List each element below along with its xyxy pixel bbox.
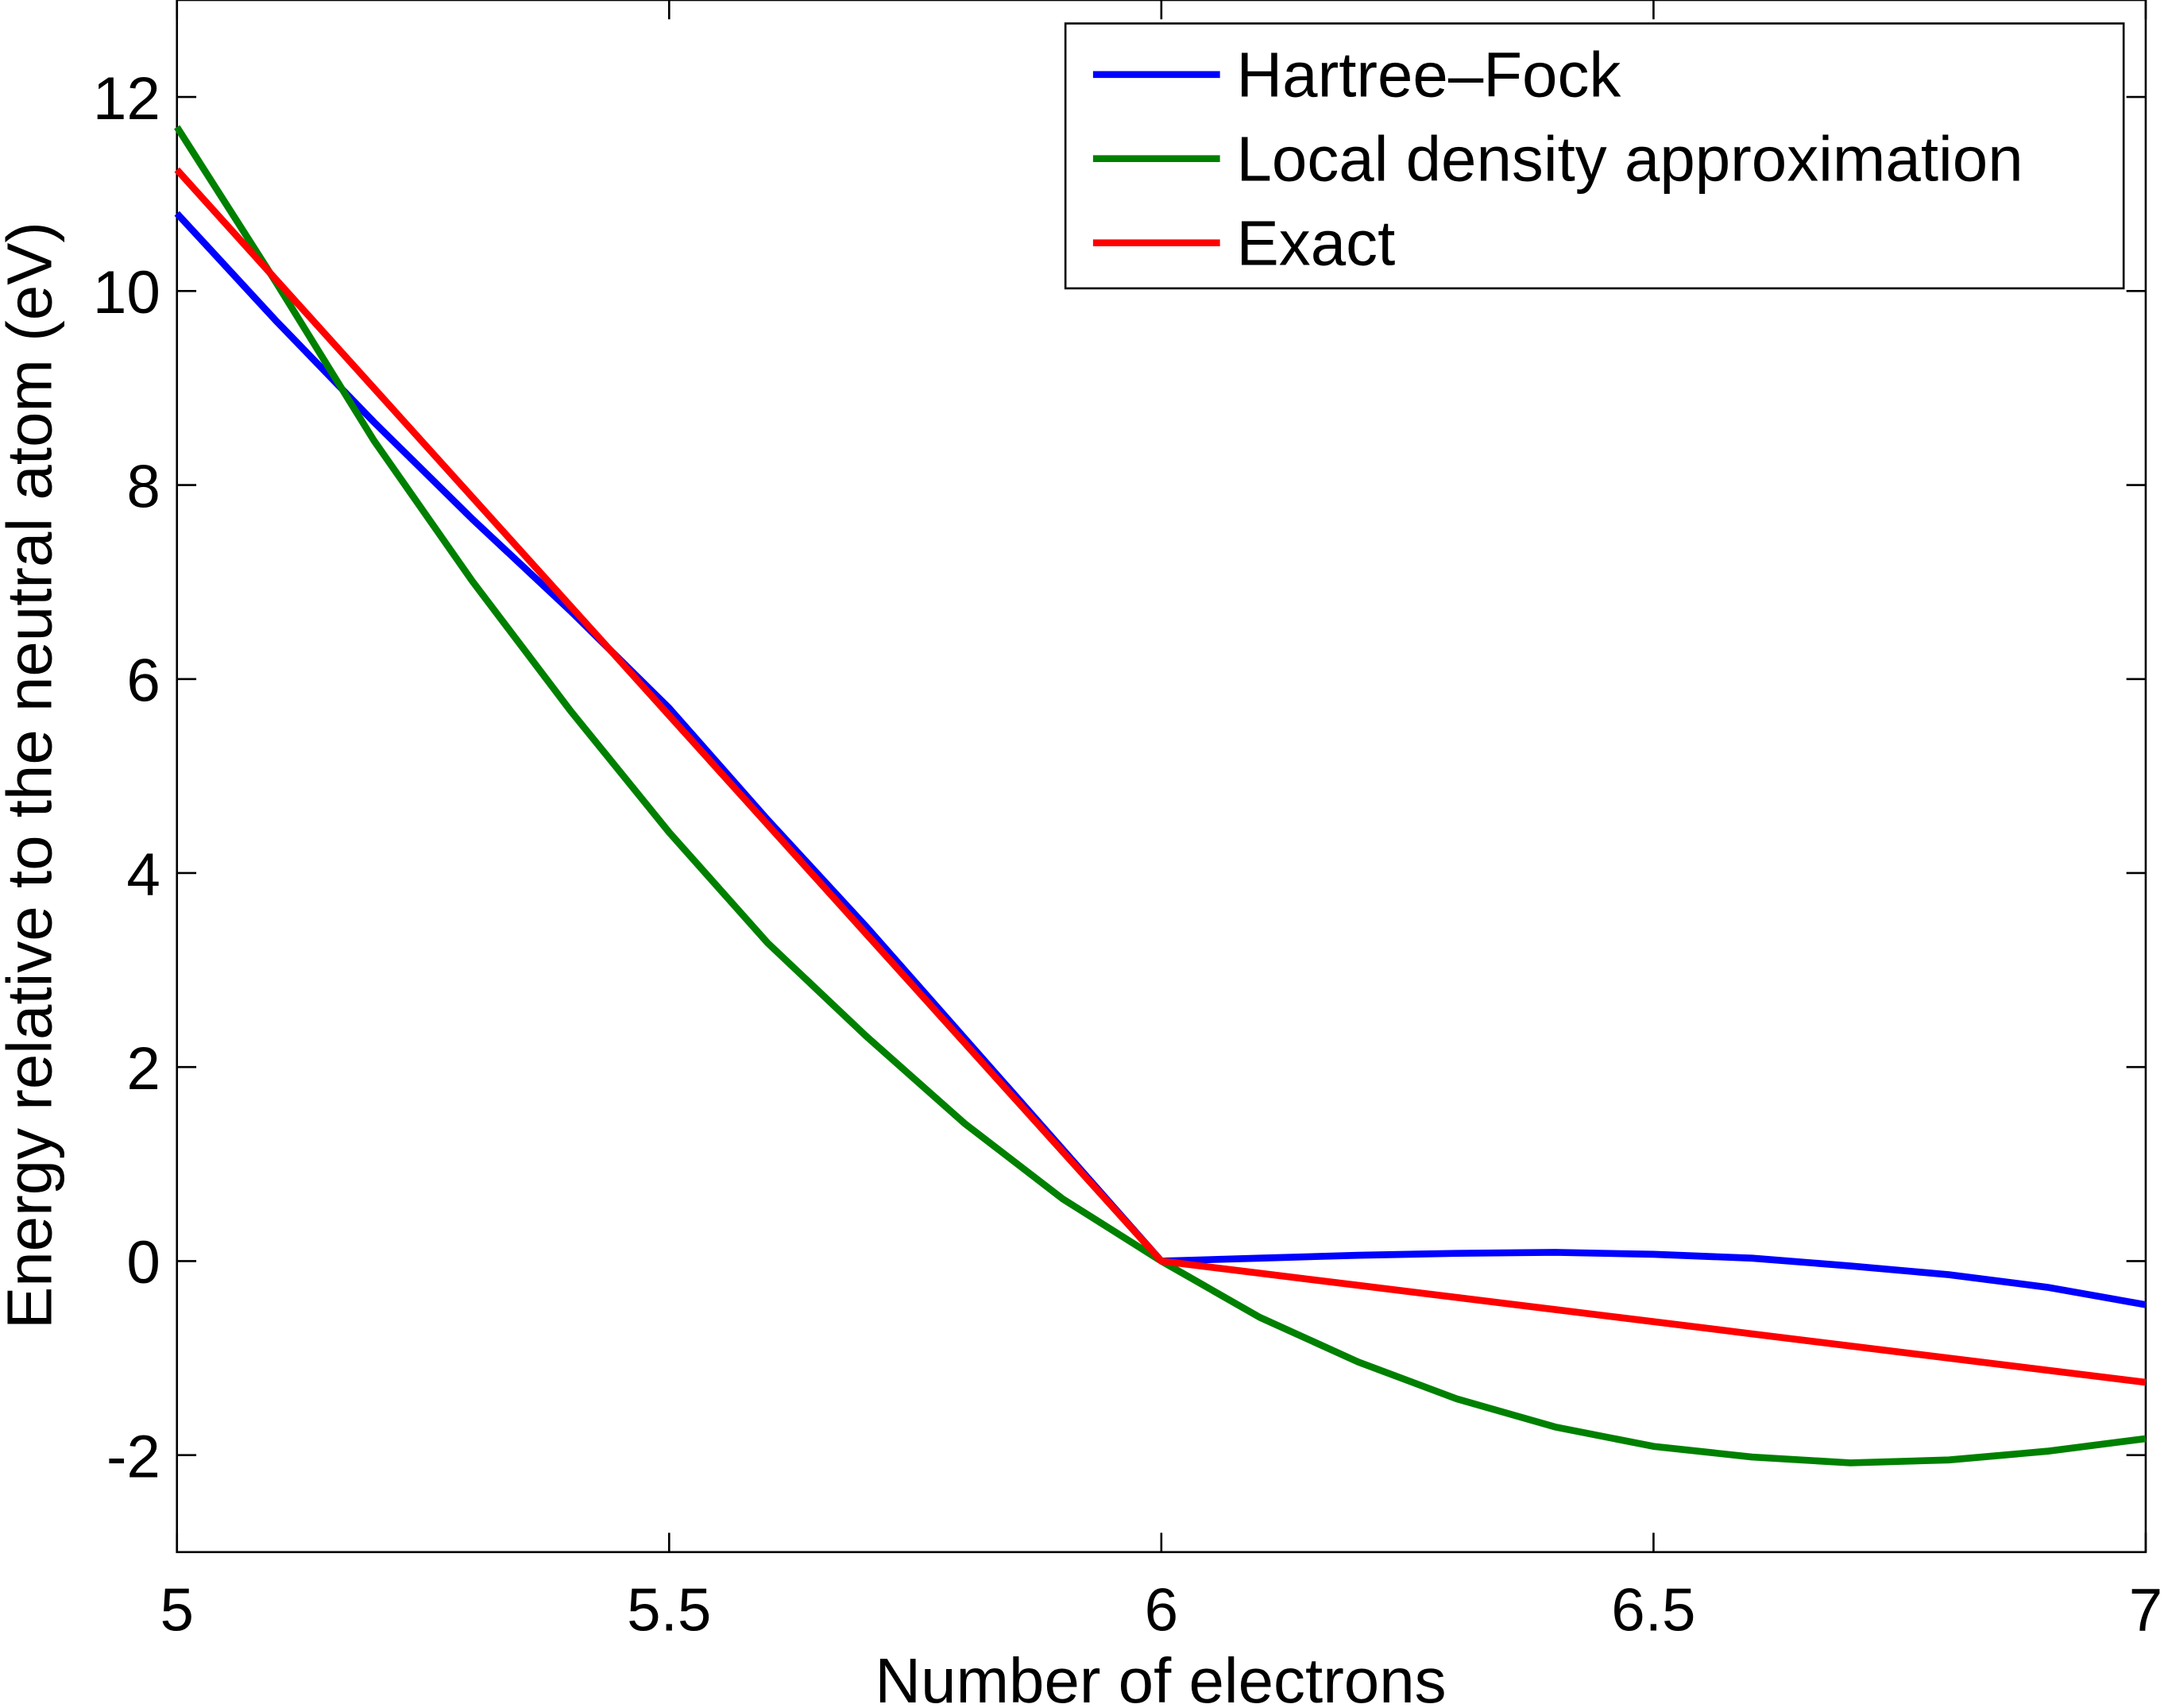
y-tick-label: -2 xyxy=(106,1423,160,1490)
y-tick-label: 0 xyxy=(126,1229,160,1296)
legend-label: Exact xyxy=(1237,207,1396,278)
y-tick-label: 4 xyxy=(126,841,160,909)
x-tick-label: 5.5 xyxy=(627,1577,711,1644)
x-tick-label: 6 xyxy=(1145,1577,1179,1644)
legend-box xyxy=(1064,22,2125,290)
y-tick-label: 12 xyxy=(93,65,160,133)
y-tick-label: 10 xyxy=(93,259,160,327)
y-tick-label: 6 xyxy=(126,647,160,715)
legend: Hartree–Fock Local density approximation E… xyxy=(1064,22,2125,290)
x-tick-label: 7 xyxy=(2129,1577,2162,1644)
x-tick-label: 5 xyxy=(160,1577,194,1644)
legend-label: Hartree–Fock xyxy=(1237,40,1622,110)
legend-label: Local density approximation xyxy=(1237,124,2023,195)
y-tick-label: 2 xyxy=(126,1035,160,1103)
x-axis-label: Number of electrons xyxy=(875,1645,1446,1708)
series-line-2 xyxy=(174,167,2147,1386)
y-tick-label: 8 xyxy=(126,453,160,520)
y-axis-label: Energy relative to the neutral atom (eV) xyxy=(0,222,65,1329)
x-tick-label: 6.5 xyxy=(1611,1577,1695,1644)
